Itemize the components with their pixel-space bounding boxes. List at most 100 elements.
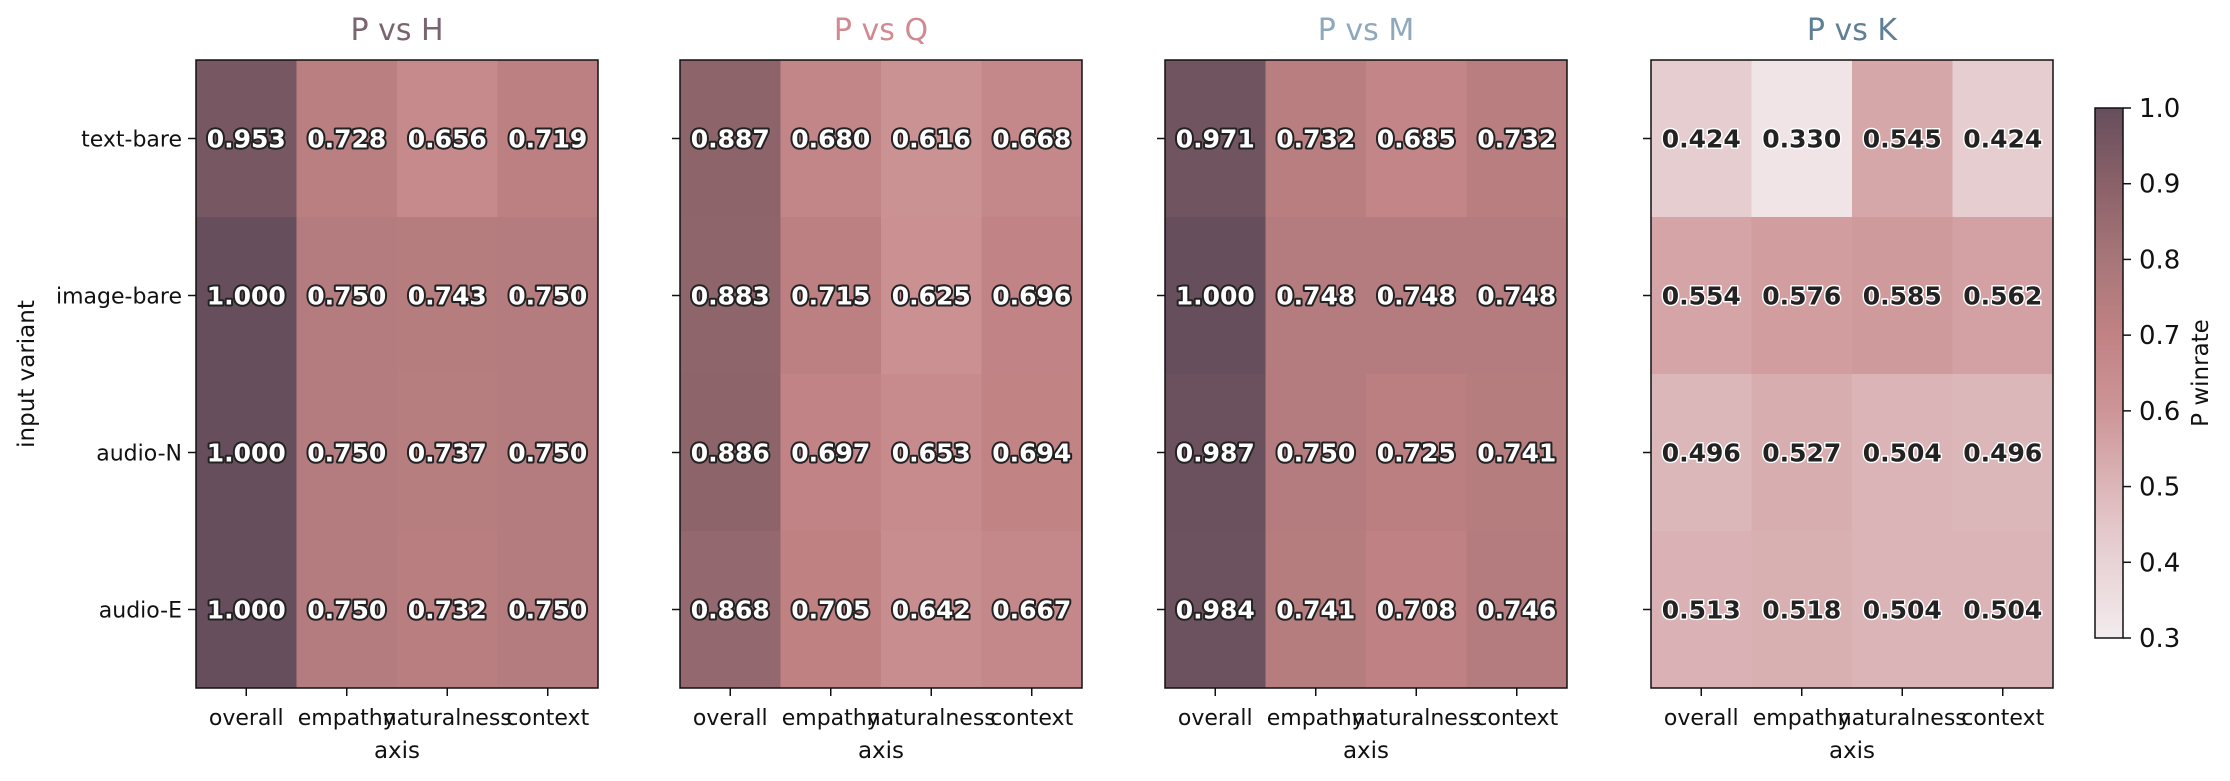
heatmap-cell bbox=[397, 374, 498, 532]
x-axis-title: axis bbox=[1343, 738, 1389, 764]
heatmap-cell bbox=[1651, 531, 1752, 689]
colorbar-frame bbox=[2094, 107, 2124, 639]
cell-value-label: 0.642 bbox=[892, 596, 971, 625]
x-tick-label: context bbox=[1961, 706, 2044, 731]
y-axis-title: input variant bbox=[14, 300, 40, 448]
heatmap-cell bbox=[1852, 531, 1953, 689]
heatmap-cell bbox=[1165, 531, 1266, 689]
cell-value-label: 0.330 bbox=[1762, 125, 1841, 154]
heatmap-cell bbox=[1751, 60, 1853, 218]
heatmap-cell bbox=[1366, 217, 1467, 375]
panel-title: P vs Q bbox=[834, 13, 928, 48]
heatmap-cell bbox=[1466, 374, 1568, 532]
heatmap-cell bbox=[296, 374, 398, 532]
colorbar-tick-label: 0.7 bbox=[2139, 321, 2180, 351]
cell-value-label: 0.562 bbox=[1963, 282, 2042, 311]
heatmap-cell bbox=[881, 217, 982, 375]
cell-value-label: 0.719 bbox=[508, 125, 587, 154]
colorbar-tick-label: 0.4 bbox=[2139, 548, 2180, 578]
cell-value-label: 0.743 bbox=[408, 282, 487, 311]
heatmap-cell bbox=[981, 374, 1083, 532]
cell-value-label: 0.737 bbox=[408, 439, 487, 468]
heatmap-cell bbox=[1952, 531, 2054, 689]
x-axis-title: axis bbox=[1829, 738, 1875, 764]
cell-value-label: 0.732 bbox=[1477, 125, 1556, 154]
x-tick-label: empathy bbox=[1267, 706, 1365, 731]
heatmap-panel-2: P vs Q 0.887 0.680 0.616 0.668 0.883 0.715 0.62… bbox=[672, 13, 1083, 764]
heatmap-cell bbox=[1165, 374, 1266, 532]
heatmap-cell bbox=[881, 60, 982, 218]
x-tick-label: naturalness bbox=[1352, 706, 1481, 731]
cell-value-label: 0.504 bbox=[1863, 596, 1942, 625]
heatmap-panel-4: P vs K 0.424 0.330 0.545 0.424 0.554 0.576 0.58… bbox=[1643, 13, 2054, 764]
heatmap-cell bbox=[1852, 217, 1953, 375]
x-tick-label: naturalness bbox=[383, 706, 512, 731]
cell-value-label: 0.504 bbox=[1963, 596, 2042, 625]
cell-value-label: 0.741 bbox=[1477, 439, 1556, 468]
heatmap-cell bbox=[397, 531, 498, 689]
panel-frame bbox=[1650, 59, 2054, 689]
cell-value-label: 0.680 bbox=[791, 125, 870, 154]
cell-value-label: 0.496 bbox=[1963, 439, 2042, 468]
heatmap-cell bbox=[1852, 374, 1953, 532]
heatmap-cell bbox=[1651, 374, 1752, 532]
cell-value-label: 0.705 bbox=[791, 596, 870, 625]
cell-value-label: 0.585 bbox=[1863, 282, 1942, 311]
colorbar-tick-label: 0.5 bbox=[2139, 473, 2180, 503]
cell-value-label: 0.750 bbox=[307, 596, 386, 625]
cell-value-label: 0.741 bbox=[1276, 596, 1355, 625]
cell-value-label: 0.750 bbox=[307, 282, 386, 311]
heatmap-cell bbox=[1265, 531, 1367, 689]
colorbar-scale bbox=[2095, 108, 2123, 638]
cell-value-label: 0.518 bbox=[1762, 596, 1841, 625]
heatmap-cell bbox=[296, 217, 398, 375]
x-tick-label: overall bbox=[1664, 706, 1739, 731]
heatmap-cell bbox=[1265, 217, 1367, 375]
heatmap-cell bbox=[780, 531, 882, 689]
cell-value-label: 0.971 bbox=[1176, 125, 1255, 154]
heatmap-panel-3: P vs M 0.971 0.732 0.685 0.732 1.000 0.748 0.74… bbox=[1157, 13, 1568, 764]
x-tick-label: overall bbox=[1178, 706, 1253, 731]
colorbar-tick-label: 0.9 bbox=[2139, 170, 2180, 200]
x-tick-label: context bbox=[1475, 706, 1558, 731]
heatmap-cell bbox=[680, 374, 781, 532]
x-tick-label: naturalness bbox=[867, 706, 996, 731]
heatmap-cell bbox=[1651, 217, 1752, 375]
heatmap-cell bbox=[1952, 60, 2054, 218]
cell-value-label: 0.715 bbox=[791, 282, 870, 311]
heatmap-cell bbox=[497, 60, 599, 218]
cell-value-label: 0.748 bbox=[1477, 282, 1556, 311]
heatmap-cell bbox=[1265, 374, 1367, 532]
heatmap-cell bbox=[497, 531, 599, 689]
colorbar-tick-label: 0.8 bbox=[2139, 245, 2180, 275]
cell-value-label: 0.750 bbox=[1276, 439, 1355, 468]
cell-value-label: 0.694 bbox=[992, 439, 1071, 468]
cell-value-label: 0.748 bbox=[1377, 282, 1456, 311]
cell-value-label: 0.953 bbox=[207, 125, 286, 154]
x-tick-label: context bbox=[990, 706, 1073, 731]
cell-value-label: 0.697 bbox=[791, 439, 870, 468]
cell-value-label: 0.886 bbox=[691, 439, 770, 468]
heatmap-cell bbox=[397, 217, 498, 375]
heatmap-cell bbox=[981, 60, 1083, 218]
panel-frame bbox=[1164, 59, 1568, 689]
cell-value-label: 0.750 bbox=[508, 439, 587, 468]
cell-value-label: 1.000 bbox=[1176, 282, 1255, 311]
heatmap-cell bbox=[881, 531, 982, 689]
x-tick-label: empathy bbox=[1753, 706, 1851, 731]
colorbar-label: P winrate bbox=[2188, 319, 2214, 427]
heatmap-cell bbox=[196, 60, 297, 218]
heatmap-cell bbox=[196, 374, 297, 532]
x-tick-label: empathy bbox=[298, 706, 396, 731]
x-tick-label: naturalness bbox=[1838, 706, 1967, 731]
heatmap-cell bbox=[296, 60, 398, 218]
x-axis-title: axis bbox=[858, 738, 904, 764]
heatmap-cell bbox=[881, 374, 982, 532]
heatmap-cell bbox=[1852, 60, 1953, 218]
heatmap-cell bbox=[1366, 374, 1467, 532]
heatmap-cell bbox=[981, 531, 1083, 689]
panel-title: P vs H bbox=[350, 13, 443, 48]
heatmap-cell bbox=[196, 531, 297, 689]
cell-value-label: 0.667 bbox=[992, 596, 1071, 625]
